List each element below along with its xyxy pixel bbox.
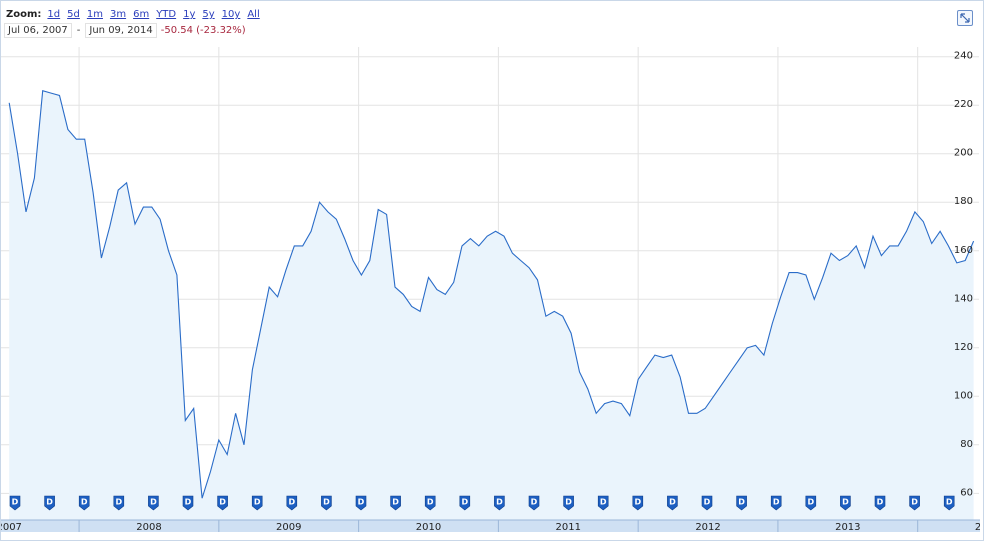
y-tick-label: 60 <box>960 487 973 498</box>
y-tick-label: 100 <box>954 390 973 401</box>
dividend-flag <box>597 495 609 511</box>
x-tick-label: 2013 <box>835 522 860 533</box>
dividend-flag <box>840 495 851 511</box>
dividend-flag <box>148 495 159 511</box>
dividend-label: D <box>358 498 365 507</box>
x-tick-label: 2014 <box>975 522 984 533</box>
area <box>9 90 974 520</box>
dividend-label: D <box>531 498 538 507</box>
dividend-label: D <box>738 498 745 507</box>
dividend-flag <box>390 495 401 511</box>
dividend-label: D <box>669 498 676 507</box>
dividend-label: D <box>81 498 88 507</box>
dividend-label: D <box>634 498 641 507</box>
dividend-flag <box>563 495 574 511</box>
dividend-flag <box>459 495 471 511</box>
plot: 60 80 100 120 140 160 180 200 220 240 2007 2008 2009… <box>0 47 984 533</box>
x-axis-band <box>1 520 980 532</box>
dividend-flag <box>667 495 678 511</box>
zoom-option[interactable]: YTD <box>156 9 177 20</box>
dividend-flag <box>770 495 782 511</box>
dividend-flag <box>528 495 540 511</box>
zoom-option[interactable]: All <box>247 9 260 20</box>
dividend-flag <box>494 495 505 511</box>
dividend-flag <box>909 495 920 511</box>
dividend-label: D <box>219 498 226 507</box>
y-tick-label: 140 <box>954 293 973 304</box>
dividend-label: D <box>427 498 434 507</box>
x-tick-label: 2011 <box>556 522 581 533</box>
dividend-label: D <box>392 498 399 507</box>
price-change: -50.54 (-23.32%) <box>160 25 246 36</box>
price-line <box>8 89 975 499</box>
dividend-flag <box>251 495 263 511</box>
zoom-option[interactable]: 5y <box>202 9 215 20</box>
range-separator: - <box>76 25 81 36</box>
zoom-option[interactable]: 1m <box>86 9 103 20</box>
dividend-label: D <box>185 498 192 507</box>
x-tick-label: 2010 <box>416 522 441 533</box>
date-range: Jul 06, 2007- Jun 09, 2014 -50.54 (-23.32%… <box>4 23 246 38</box>
dividend-label: D <box>496 498 503 507</box>
zoom-toolbar: Zoom: 1d 5d 1m 3m 6m YTD 1y 5y 10y All <box>6 9 267 20</box>
dividend-label: D <box>704 498 711 507</box>
dividend-label: D <box>807 498 814 507</box>
dividend-label: D <box>288 498 295 507</box>
zoom-label: Zoom: <box>6 9 42 20</box>
dividend-flag <box>217 495 228 511</box>
zoom-option[interactable]: 1y <box>183 9 196 20</box>
dividend-label: D <box>12 498 19 507</box>
y-tick-label: 200 <box>954 148 973 159</box>
y-tick-label: 80 <box>960 439 973 450</box>
zoom-option[interactable]: 5d <box>67 9 80 20</box>
y-tick-label: 180 <box>954 196 973 207</box>
dividend-label: D <box>461 498 468 507</box>
x-tick-label: 2007 <box>0 522 22 533</box>
dividend-flag <box>805 495 817 511</box>
dividend-label: D <box>600 498 607 507</box>
dividend-flag <box>424 495 436 511</box>
dividend-label: D <box>115 498 122 507</box>
y-tick-label: 240 <box>954 51 973 62</box>
dividend-flag <box>321 495 332 511</box>
zoom-option[interactable]: 6m <box>133 9 150 20</box>
y-tick-label: 220 <box>954 99 973 110</box>
dividend-flag <box>182 495 194 511</box>
dividend-flag <box>632 495 644 511</box>
dividend-label: D <box>842 498 849 507</box>
dividend-flag <box>701 495 713 511</box>
x-tick-label: 2009 <box>276 522 301 533</box>
dividend-label: D <box>150 498 157 507</box>
dividend-flag <box>943 495 955 511</box>
expand-icon <box>960 13 970 23</box>
dividend-flag <box>44 495 55 511</box>
dividend-flag <box>736 495 747 511</box>
zoom-option[interactable]: 10y <box>221 9 241 20</box>
dividend-label: D <box>946 498 953 507</box>
x-tick-label: 2008 <box>136 522 161 533</box>
y-tick-label: 120 <box>954 342 973 353</box>
dividend-flag <box>874 495 886 511</box>
range-start[interactable]: Jul 06, 2007 <box>4 23 72 38</box>
dividend-label: D <box>254 498 261 507</box>
dividend-flag <box>286 495 298 511</box>
dividend-flag <box>113 495 125 511</box>
zoom-option[interactable]: 3m <box>109 9 127 20</box>
dividend-label: D <box>565 498 572 507</box>
dividend-flag <box>355 495 367 511</box>
dividend-label: D <box>46 498 53 507</box>
y-tick-label: 160 <box>954 245 973 256</box>
expand-button[interactable] <box>957 10 973 26</box>
dividend-label: D <box>911 498 918 507</box>
dividend-label: D <box>877 498 884 507</box>
dividend-label: D <box>773 498 780 507</box>
x-tick-label: 2012 <box>695 522 720 533</box>
zoom-option[interactable]: 1d <box>47 9 61 20</box>
dividend-label: D <box>323 498 330 507</box>
dividend-flag <box>78 495 90 511</box>
range-end[interactable]: Jun 09, 2014 <box>85 23 157 38</box>
dividend-flag <box>9 495 21 511</box>
